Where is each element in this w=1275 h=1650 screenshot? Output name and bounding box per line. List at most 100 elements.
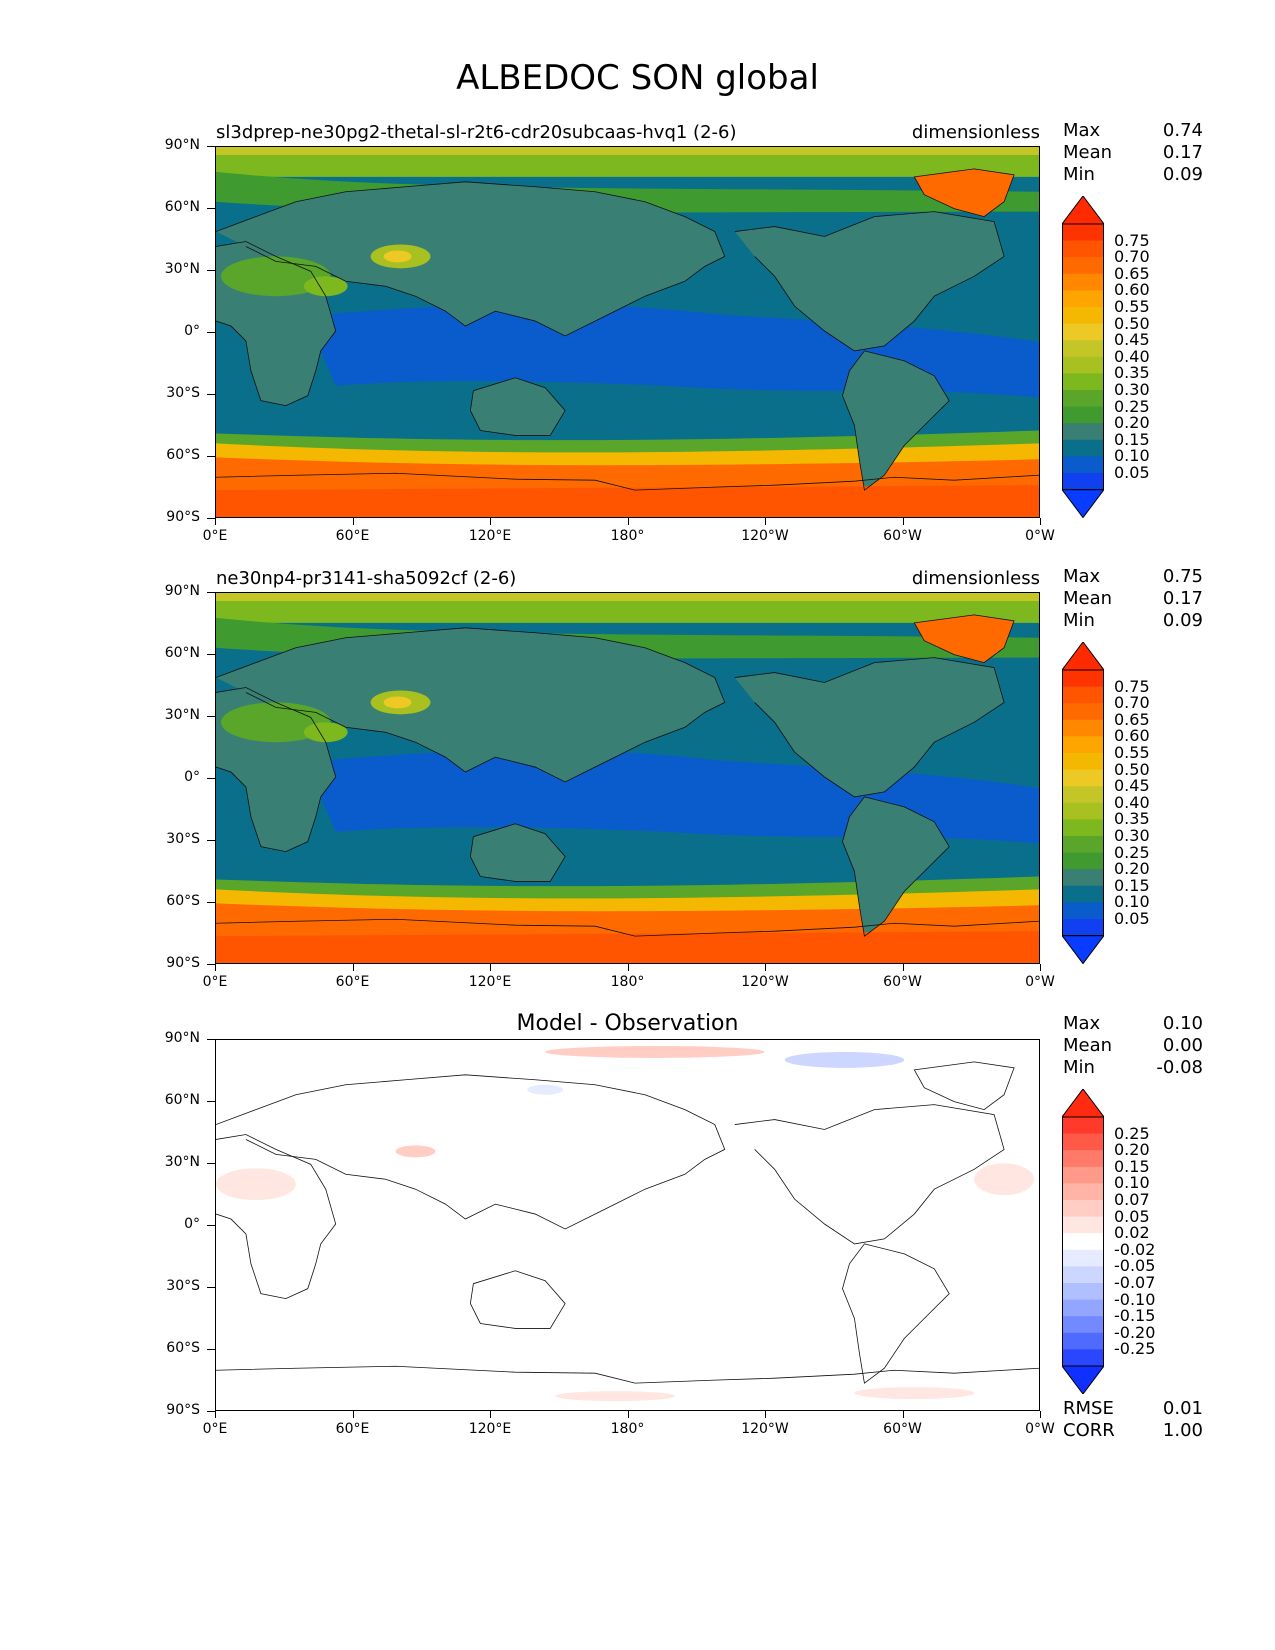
colorbar-swatch xyxy=(1062,240,1104,258)
colorbar-label: 0.30 xyxy=(1114,826,1150,845)
y-tick-mark xyxy=(207,332,215,334)
coastline-6 xyxy=(216,1365,1039,1384)
stats-block: Max 0.10 Mean 0.00 Min -0.08 xyxy=(1063,1013,1203,1079)
colorbar-swatch xyxy=(1062,1133,1104,1151)
stat-name: RMSE xyxy=(1063,1398,1114,1419)
x-tick-label: 0°E xyxy=(202,974,228,990)
colorbar-label: 0.50 xyxy=(1114,759,1150,779)
x-tick-label: 0°W xyxy=(1025,974,1055,990)
stat-value: 0.00 xyxy=(1162,1035,1203,1056)
x-tick-mark xyxy=(490,518,492,525)
colorbar-swatch xyxy=(1062,472,1104,491)
x-tick-label: 180° xyxy=(610,528,645,544)
colorbar-swatch xyxy=(1062,719,1104,737)
stat-value: 0.17 xyxy=(1162,588,1203,609)
y-tick-mark xyxy=(207,270,215,272)
x-tick-mark xyxy=(765,518,767,525)
stat-mean: Mean 0.00 xyxy=(1063,1035,1203,1057)
x-tick-label: 0°E xyxy=(202,528,228,544)
colorbar-label: 0.35 xyxy=(1114,363,1150,383)
coastline-6 xyxy=(216,472,1039,491)
colorbar-label: 0.30 xyxy=(1114,380,1150,399)
y-tick-mark xyxy=(207,394,215,396)
colorbar xyxy=(1061,1088,1105,1395)
map-canvas xyxy=(216,147,1039,517)
map-plot xyxy=(215,1039,1040,1411)
coastline-5 xyxy=(913,168,1015,218)
colorbar-swatch xyxy=(1062,1249,1104,1267)
colorbar-svg xyxy=(1061,1088,1105,1395)
colorbar-swatch xyxy=(1062,290,1104,308)
x-tick-label: 0°W xyxy=(1025,1421,1055,1437)
colorbar-swatch xyxy=(1062,835,1104,854)
colorbar-label: 0.10 xyxy=(1114,446,1150,466)
colorbar-swatch xyxy=(1062,340,1104,358)
colorbar-extend-bottom xyxy=(1061,1365,1105,1395)
x-tick-mark xyxy=(490,1411,492,1418)
panel-left-label: sl3dprep-ne30pg2-thetal-sl-r2t6-cdr20sub… xyxy=(216,122,737,143)
x-tick-label: 120°E xyxy=(468,528,512,544)
map-panel-1: sl3dprep-ne30pg2-thetal-sl-r2t6-cdr20sub… xyxy=(0,120,1275,592)
stat-value: 0.74 xyxy=(1162,120,1203,141)
stat-value: 0.01 xyxy=(1162,1398,1203,1419)
coastline-0 xyxy=(216,1134,337,1300)
colorbar-swatch xyxy=(1062,273,1104,291)
stat-value: 0.75 xyxy=(1162,566,1203,587)
x-tick-label: 180° xyxy=(610,1421,645,1437)
colorbar-swatch xyxy=(1062,1283,1104,1301)
x-tick-mark xyxy=(1040,518,1042,525)
coastline-1 xyxy=(216,627,726,783)
colorbar-svg xyxy=(1061,195,1105,519)
colorbar-swatch xyxy=(1062,1332,1104,1350)
stat-value: 0.17 xyxy=(1162,142,1203,163)
colorbar-label: -0.10 xyxy=(1114,1289,1156,1309)
map-canvas xyxy=(216,593,1039,963)
colorbar-frame xyxy=(1062,223,1104,491)
y-tick-label: 60°N xyxy=(164,1092,200,1108)
y-tick-mark xyxy=(207,964,215,966)
x-tick-label: 60°E xyxy=(335,974,370,990)
y-tick-label: 60°N xyxy=(164,199,200,215)
colorbar-swatch xyxy=(1062,1349,1104,1367)
stat-name: Min xyxy=(1063,610,1095,631)
colorbar xyxy=(1061,641,1105,965)
coastline-4 xyxy=(842,1243,950,1384)
colorbar-label: 0.05 xyxy=(1114,463,1150,482)
colorbar-label: 0.70 xyxy=(1114,247,1150,267)
x-tick-mark xyxy=(490,964,492,971)
x-tick-label: 120°W xyxy=(741,1421,789,1437)
y-tick-mark xyxy=(207,1101,215,1103)
stats-block: Max 0.74 Mean 0.17 Min 0.09 xyxy=(1063,120,1203,186)
colorbar-label: -0.25 xyxy=(1114,1339,1156,1359)
map-canvas xyxy=(216,1040,1039,1410)
colorbar-swatch xyxy=(1062,885,1104,903)
coastline-1 xyxy=(216,181,726,337)
x-tick-mark xyxy=(902,518,904,525)
colorbar-swatch xyxy=(1062,752,1104,771)
coastline-3 xyxy=(734,1104,1005,1245)
y-tick-mark xyxy=(207,902,215,904)
y-tick-mark xyxy=(207,518,215,520)
coastline-0 xyxy=(216,241,337,407)
x-tick-mark xyxy=(215,518,217,525)
y-tick-mark xyxy=(207,592,215,594)
x-tick-label: 120°W xyxy=(741,974,789,990)
x-tick-mark xyxy=(902,964,904,971)
colorbar-swatch xyxy=(1062,1183,1104,1201)
colorbar-swatch xyxy=(1062,389,1104,408)
colorbar-label: 0.75 xyxy=(1114,676,1150,696)
colorbar-swatch xyxy=(1062,323,1104,341)
colorbar-swatch xyxy=(1062,869,1104,887)
stat-name: Max xyxy=(1063,566,1101,587)
y-tick-mark xyxy=(207,146,215,148)
colorbar-label: 0.65 xyxy=(1114,263,1150,283)
colorbar-swatch xyxy=(1062,356,1104,374)
y-tick-label: 60°S xyxy=(166,893,200,909)
y-tick-label: 60°S xyxy=(166,1340,200,1356)
colorbar-label: 0.07 xyxy=(1114,1190,1150,1209)
stat-name: Mean xyxy=(1063,588,1113,609)
panel-left-label: ne30np4-pr3141-sha5092cf (2-6) xyxy=(216,568,517,589)
panel-title: Model - Observation xyxy=(516,1011,739,1036)
y-tick-mark xyxy=(207,1287,215,1289)
